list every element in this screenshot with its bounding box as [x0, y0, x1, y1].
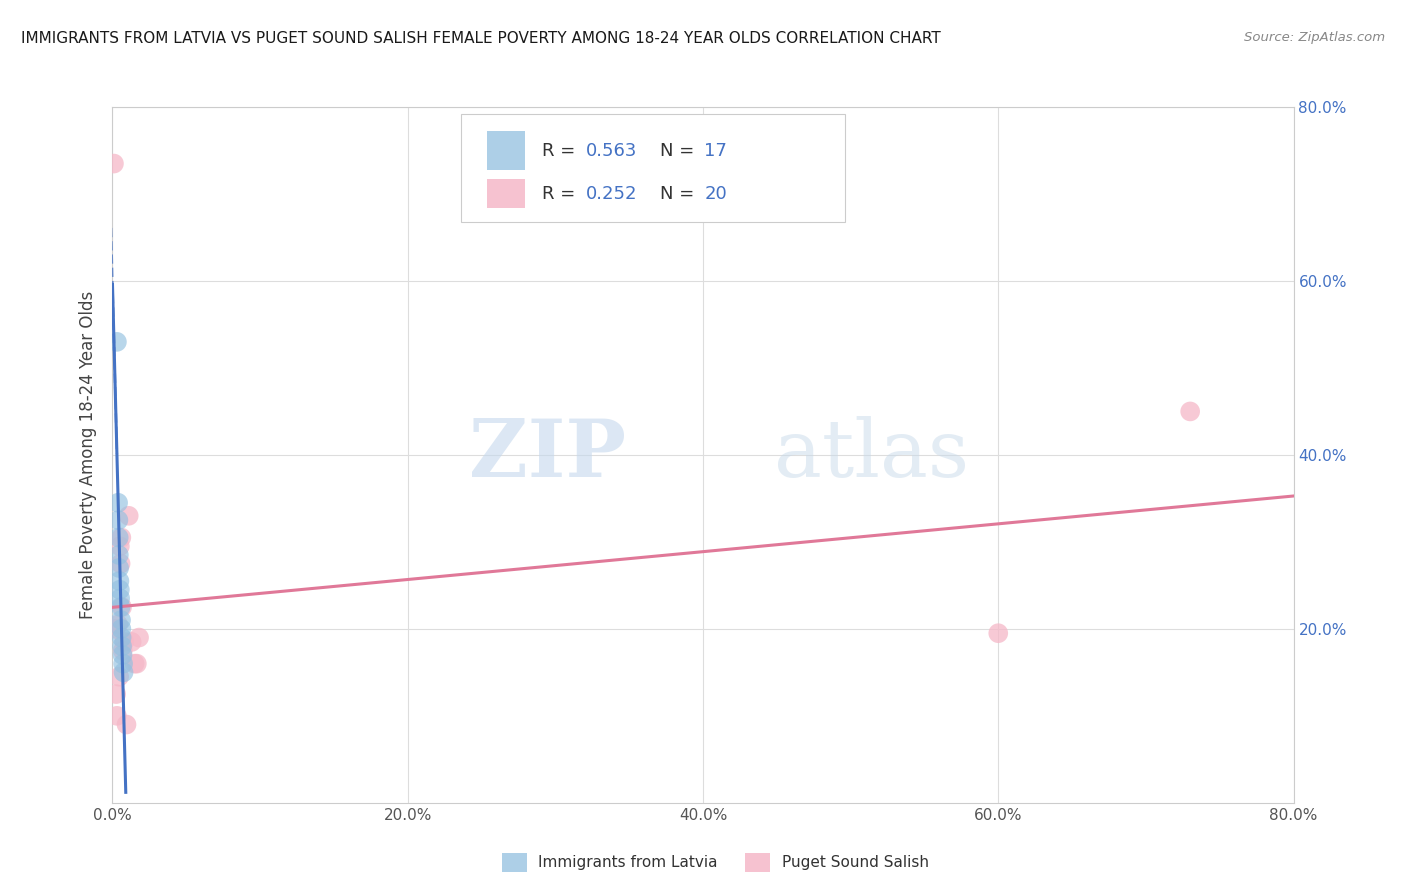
Text: ZIP: ZIP [470, 416, 626, 494]
Text: N =: N = [661, 142, 700, 160]
Point [121, 635, 143, 649]
Point [105, 687, 128, 701]
Text: 20: 20 [704, 185, 727, 202]
Point [110, 600, 132, 615]
Point [110, 557, 132, 571]
Text: IMMIGRANTS FROM LATVIA VS PUGET SOUND SALISH FEMALE POVERTY AMONG 18-24 YEAR OLD: IMMIGRANTS FROM LATVIA VS PUGET SOUND SA… [21, 31, 941, 46]
Point [111, 643, 134, 657]
Point [103, 156, 125, 170]
Point [111, 631, 134, 645]
Point [112, 657, 135, 671]
Point [107, 617, 129, 632]
Point [107, 513, 129, 527]
Point [112, 665, 135, 680]
Text: atlas: atlas [773, 416, 969, 494]
Text: 0.252: 0.252 [586, 185, 637, 202]
Point [108, 539, 131, 553]
Point [108, 591, 131, 606]
FancyBboxPatch shape [486, 179, 524, 208]
Point [110, 531, 132, 545]
Text: 0.563: 0.563 [586, 142, 637, 160]
Point [107, 496, 129, 510]
Text: Source: ZipAtlas.com: Source: ZipAtlas.com [1244, 31, 1385, 45]
Point [111, 639, 134, 653]
Point [108, 582, 131, 597]
Text: R =: R = [543, 185, 581, 202]
Point [104, 622, 127, 636]
Point [128, 631, 150, 645]
Text: R =: R = [543, 142, 581, 160]
Point [987, 626, 1010, 640]
Text: Puget Sound Salish: Puget Sound Salish [782, 855, 929, 870]
Point [111, 600, 134, 615]
Text: N =: N = [661, 185, 700, 202]
Point [108, 561, 131, 575]
Point [115, 717, 138, 731]
Point [105, 708, 128, 723]
Point [124, 657, 146, 671]
Point [112, 635, 135, 649]
FancyBboxPatch shape [461, 114, 845, 222]
FancyBboxPatch shape [486, 131, 524, 169]
Point [111, 648, 134, 662]
Point [107, 531, 129, 545]
Text: Immigrants from Latvia: Immigrants from Latvia [538, 855, 718, 870]
Point [105, 334, 128, 349]
Point [110, 622, 132, 636]
Point [108, 670, 131, 684]
Text: 17: 17 [704, 142, 727, 160]
Point [108, 574, 131, 588]
Point [1178, 404, 1201, 418]
Y-axis label: Female Poverty Among 18-24 Year Olds: Female Poverty Among 18-24 Year Olds [79, 291, 97, 619]
Point [110, 613, 132, 627]
Point [118, 508, 141, 523]
Point [125, 657, 148, 671]
Point [108, 548, 131, 562]
